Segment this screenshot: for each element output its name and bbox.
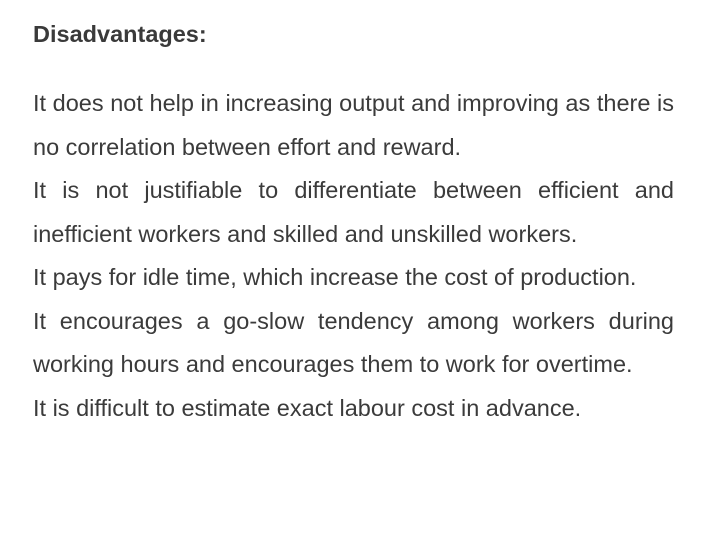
- disadvantage-item-1: It does not help in increasing output an…: [33, 90, 674, 160]
- disadvantage-item-4: It encourages a go-slow tendency among w…: [33, 307, 674, 378]
- section-heading: Disadvantages:: [33, 21, 207, 47]
- disadvantage-item-2: It is not justifiable to differentiate b…: [33, 177, 674, 247]
- disadvantages-list: It does not help in increasing output an…: [33, 82, 674, 430]
- disadvantage-item-3: It pays for idle time, which increase th…: [33, 264, 637, 290]
- disadvantage-item-5: It is difficult to estimate exact labour…: [33, 394, 582, 421]
